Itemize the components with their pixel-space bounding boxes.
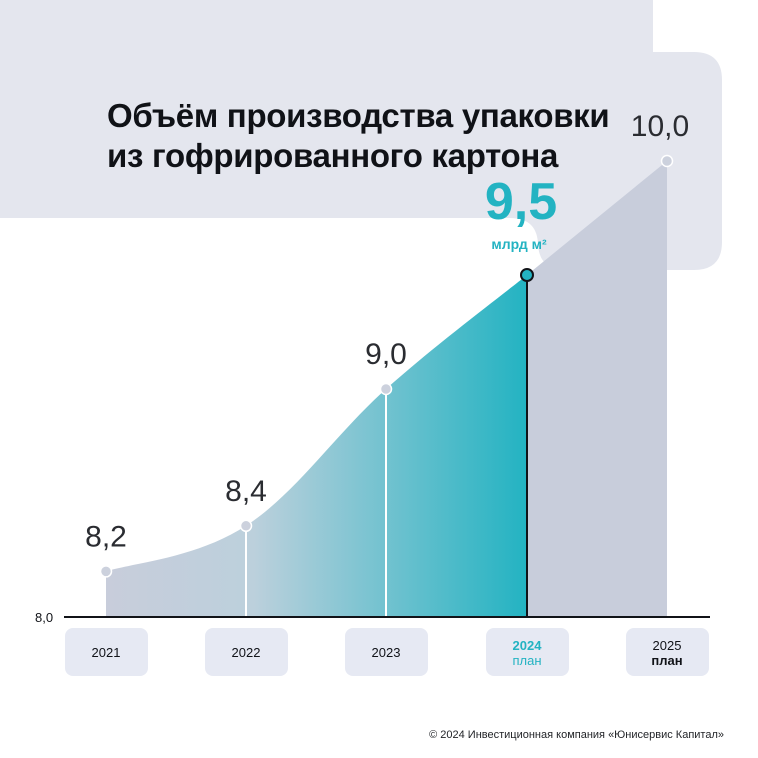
category-box xyxy=(205,628,288,676)
chart-title: Объём производства упаковки из гофрирова… xyxy=(107,96,610,176)
x-tick-label: 2022 xyxy=(232,645,261,660)
value-label: 9,0 xyxy=(365,338,407,371)
x-tick-label: 2024 xyxy=(513,638,543,653)
title-line-2: из гофрированного картона xyxy=(107,137,559,174)
unit-label: млрд м² xyxy=(491,236,547,252)
data-point xyxy=(660,154,674,168)
data-point xyxy=(239,519,253,533)
title-line-1: Объём производства упаковки xyxy=(107,97,610,134)
x-tick-sublabel: план xyxy=(512,653,541,668)
area-fill-plan xyxy=(527,161,667,617)
x-tick-label: 2023 xyxy=(372,645,401,660)
data-point xyxy=(379,382,393,396)
copyright-footer: © 2024 Инвестиционная компания «Юнисерви… xyxy=(429,729,724,741)
data-point xyxy=(99,565,113,578)
category-box xyxy=(626,628,709,676)
x-tick-sublabel: план xyxy=(651,653,682,668)
value-label: 8,4 xyxy=(225,475,267,508)
x-tick-label: 2025 xyxy=(653,638,682,653)
area-fill-actual xyxy=(106,275,527,617)
y-baseline-label: 8,0 xyxy=(35,610,53,625)
category-box xyxy=(345,628,428,676)
value-label-highlight: 9,5 xyxy=(485,173,557,231)
header-background xyxy=(0,0,722,270)
value-label: 8,2 xyxy=(85,520,127,553)
x-tick-label: 2021 xyxy=(92,645,121,660)
data-point-highlight xyxy=(520,268,534,282)
category-box xyxy=(486,628,569,676)
category-box xyxy=(65,628,148,676)
value-label: 10,0 xyxy=(631,110,689,143)
